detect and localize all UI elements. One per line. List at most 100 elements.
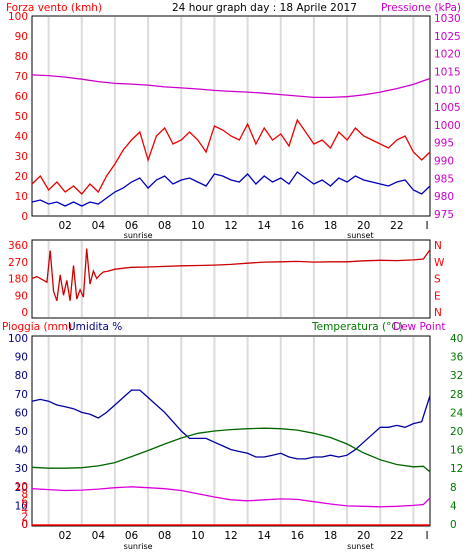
hour-tick-label: 10 <box>191 530 204 542</box>
temperature-tick-label: 8 <box>450 482 457 494</box>
temperature-tick-label: 32 <box>450 370 463 382</box>
wind-speed-tick-label: 60 <box>15 91 28 103</box>
pressure-line <box>31 74 431 99</box>
pressure-tick-label: 990 <box>434 156 454 168</box>
pressure-tick-label: 1000 <box>434 120 461 132</box>
hour-tick-label: 22 <box>390 530 403 542</box>
pressure-tick-label: 975 <box>434 209 454 221</box>
hour-tick-label: 08 <box>158 220 171 232</box>
humidity-tick-label: 10 <box>15 500 28 512</box>
pressure-tick-label: 1030 <box>434 13 461 25</box>
rain-axis-label: Pioggia (mm) <box>2 321 72 333</box>
humidity-tick-label: 30 <box>15 463 28 475</box>
temperature-tick-label: 40 <box>450 333 463 345</box>
humidity-tick-label: 60 <box>15 407 28 419</box>
pressure-axis-label: Pressione (kPa) <box>381 2 461 14</box>
hour-tick-labels-top: 02 04 06 08 10 12 14 16 18 20 22 I <box>58 220 428 232</box>
hour-tick-label: 12 <box>224 220 237 232</box>
hour-tick-label: 16 <box>291 530 305 542</box>
wind-direction-degree-label: 0 <box>21 307 28 319</box>
hour-tick-end-label: I <box>425 220 428 232</box>
wind-direction-compass-label: N <box>434 307 442 319</box>
wind-speed-tick-label: 30 <box>15 151 28 163</box>
wind-speed-tick-label: 100 <box>8 11 28 23</box>
wind-direction-compass-label: W <box>434 257 445 269</box>
wind-speed-tick-label: 10 <box>15 191 28 203</box>
wind-gust-line <box>31 118 431 195</box>
chart-title: 24 hour graph day : 18 Aprile 2017 <box>172 2 357 14</box>
wind-direction-compass-label: S <box>434 274 441 286</box>
wind-direction-line <box>31 248 431 302</box>
wind-pressure-series <box>31 74 431 207</box>
temperature-tick-label: 16 <box>450 445 464 457</box>
wind-direction-series <box>31 248 431 302</box>
hour-tick-label: 12 <box>224 530 237 542</box>
pressure-tick-label: 980 <box>434 191 454 203</box>
hour-tick-label: 20 <box>357 220 370 232</box>
hour-tick-label: 14 <box>257 530 271 542</box>
wind-pressure-grid <box>47 17 415 215</box>
humidity-tick-label: 40 <box>15 445 28 457</box>
hour-tick-label: 18 <box>324 220 337 232</box>
hour-tick-label: 06 <box>125 220 139 232</box>
wind-average-line <box>31 171 431 207</box>
wind-pressure-panel: Forza vento (kmh) 24 hour graph day : 18… <box>6 2 461 240</box>
humidity-axis-label: Umidita % <box>68 321 122 333</box>
temperature-tick-label: 4 <box>450 500 457 512</box>
pressure-tick-label: 1025 <box>434 31 461 43</box>
humidity-tick-label: 80 <box>15 370 28 382</box>
sunset-label-bottom: sunset <box>347 542 374 551</box>
humidity-temperature-grid <box>47 337 415 525</box>
hour-tick-label: 02 <box>58 220 71 232</box>
wind-direction-degree-label: 90 <box>15 290 28 302</box>
rain-tick-label: 6 <box>21 496 28 508</box>
hour-tick-label: 02 <box>58 530 71 542</box>
hour-tick-end-label: I <box>425 530 428 542</box>
wind-speed-axis-label: Forza vento (kmh) <box>6 2 102 14</box>
wind-speed-tick-label: 0 <box>21 211 28 223</box>
sunset-label-top: sunset <box>347 231 374 240</box>
humidity-tick-label: 0 <box>21 519 28 531</box>
wind-direction-degree-label: 180 <box>8 274 28 286</box>
temperature-tick-label: 12 <box>450 463 463 475</box>
pressure-tick-label: 995 <box>434 138 454 150</box>
humidity-tick-label: 20 <box>15 482 28 494</box>
sunrise-label-top: sunrise <box>124 231 153 240</box>
humidity-tick-label: 100 <box>8 333 28 345</box>
hour-tick-label: 08 <box>158 530 171 542</box>
hour-tick-label: 10 <box>191 220 204 232</box>
pressure-tick-label: 1020 <box>434 49 461 61</box>
rain-tick-label: 0 <box>21 519 28 531</box>
temperature-axis-label: Temperatura (°C) <box>311 321 403 333</box>
pressure-tick-label: 985 <box>434 173 454 185</box>
sunrise-label-bottom: sunrise <box>124 542 153 551</box>
rain-tick-label: 10 <box>15 481 28 493</box>
humidity-tick-label: 50 <box>15 426 28 438</box>
wind-speed-tick-label: 70 <box>15 71 28 83</box>
pressure-tick-label: 1010 <box>434 84 461 96</box>
hour-tick-label: 18 <box>324 530 337 542</box>
temperature-line <box>31 427 431 473</box>
wind-direction-degree-label: 360 <box>8 240 28 252</box>
pressure-tick-label: 1005 <box>434 102 461 114</box>
wind-speed-tick-label: 50 <box>15 111 28 123</box>
humidity-tick-label: 90 <box>15 352 28 364</box>
wind-speed-tick-label: 20 <box>15 171 28 183</box>
wind-direction-grid <box>47 241 415 317</box>
wind-speed-tick-label: 90 <box>15 31 28 43</box>
hour-tick-label: 04 <box>92 530 106 542</box>
humidity-temperature-panel: Pioggia (mm) Umidita % Temperatura (°C) … <box>2 321 464 551</box>
temperature-tick-label: 20 <box>450 426 463 438</box>
hour-tick-label: 20 <box>357 530 370 542</box>
wind-direction-plot-frame <box>31 239 431 319</box>
humidity-temperature-plot-frame <box>31 335 431 527</box>
hour-tick-labels-bottom: 02 04 06 08 10 12 14 16 18 20 22 I <box>58 530 428 542</box>
hour-tick-label: 14 <box>257 220 271 232</box>
wind-speed-tick-label: 80 <box>15 51 28 63</box>
